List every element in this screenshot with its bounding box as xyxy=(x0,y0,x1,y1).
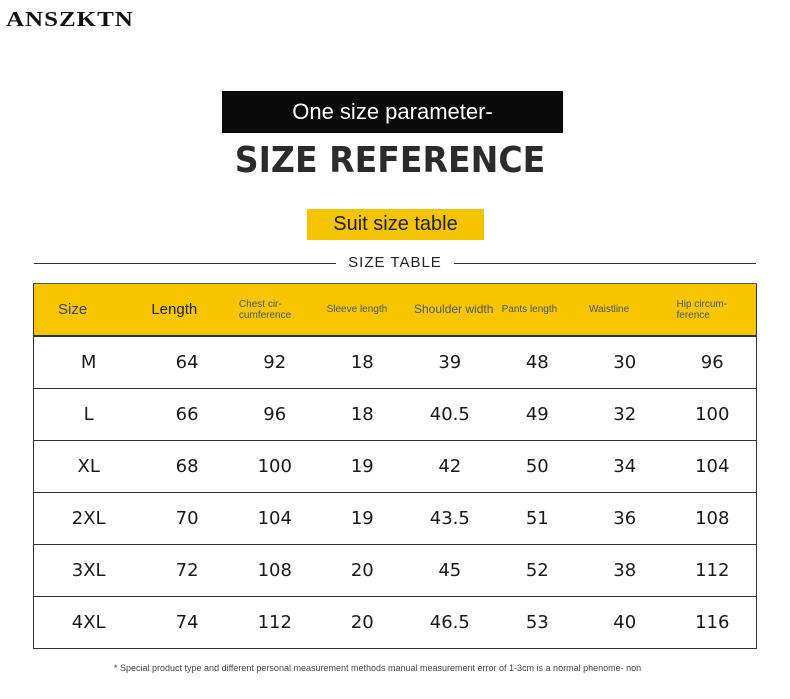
cell-size: 4XL xyxy=(33,596,144,649)
cell-chest: 108 xyxy=(230,544,319,597)
cell-pants: 50 xyxy=(493,440,581,493)
cell-size: L xyxy=(33,388,144,441)
cell-sleeve: 18 xyxy=(318,388,406,441)
table-row: XL 68 100 19 42 50 34 104 xyxy=(33,440,757,493)
header-waist: Waistline xyxy=(580,283,669,336)
cell-shoulder: 45 xyxy=(406,544,494,597)
cell-hip: 116 xyxy=(668,596,757,649)
table-row: 4XL 74 112 20 46.5 53 40 116 xyxy=(33,596,757,649)
cell-pants: 49 xyxy=(493,388,581,441)
banner-title: One size parameter- xyxy=(222,91,563,133)
brand-logo: ANSZKTN xyxy=(6,8,134,31)
cell-waist: 40 xyxy=(580,596,669,649)
cell-sleeve: 20 xyxy=(318,596,406,649)
cell-sleeve: 18 xyxy=(318,335,406,389)
cell-chest: 96 xyxy=(230,388,319,441)
table-row: L 66 96 18 40.5 49 32 100 xyxy=(33,388,757,441)
cell-length: 72 xyxy=(143,544,231,597)
cell-length: 64 xyxy=(143,335,231,389)
cell-pants: 52 xyxy=(493,544,581,597)
cell-waist: 30 xyxy=(580,335,669,389)
cell-pants: 53 xyxy=(493,596,581,649)
cell-waist: 32 xyxy=(580,388,669,441)
table-header-row: Size Length Chest cir- cumference Sleeve… xyxy=(33,283,757,336)
cell-hip: 96 xyxy=(668,335,757,389)
cell-length: 68 xyxy=(143,440,231,493)
cell-length: 70 xyxy=(143,492,231,545)
divider-right xyxy=(454,263,756,264)
table-row: M 64 92 18 39 48 30 96 xyxy=(33,335,757,389)
cell-waist: 36 xyxy=(580,492,669,545)
cell-pants: 48 xyxy=(493,335,581,389)
cell-size: 3XL xyxy=(33,544,144,597)
cell-length: 74 xyxy=(143,596,231,649)
header-pants: Pants length xyxy=(493,283,581,336)
cell-chest: 104 xyxy=(230,492,319,545)
table-heading-label: SIZE TABLE xyxy=(348,254,442,271)
cell-chest: 100 xyxy=(230,440,319,493)
cell-hip: 108 xyxy=(668,492,757,545)
cell-waist: 34 xyxy=(580,440,669,493)
header-size: Size xyxy=(33,283,144,336)
cell-chest: 112 xyxy=(230,596,319,649)
cell-shoulder: 40.5 xyxy=(406,388,494,441)
cell-shoulder: 42 xyxy=(406,440,494,493)
header-length: Length xyxy=(143,283,231,336)
header-chest: Chest cir- cumference xyxy=(230,283,319,336)
cell-length: 66 xyxy=(143,388,231,441)
table-heading: SIZE TABLE xyxy=(34,252,756,274)
page-title: SIZE REFERENCE xyxy=(234,140,546,181)
cell-size: 2XL xyxy=(33,492,144,545)
table-row: 3XL 72 108 20 45 52 38 112 xyxy=(33,544,757,597)
cell-sleeve: 20 xyxy=(318,544,406,597)
cell-pants: 51 xyxy=(493,492,581,545)
cell-hip: 112 xyxy=(668,544,757,597)
header-hip: Hip circum- ference xyxy=(668,283,757,336)
cell-sleeve: 19 xyxy=(318,492,406,545)
cell-chest: 92 xyxy=(230,335,319,389)
divider-left xyxy=(34,263,336,264)
cell-waist: 38 xyxy=(580,544,669,597)
header-shoulder: Shoulder width xyxy=(406,283,494,336)
section-tag: Suit size table xyxy=(307,209,484,240)
cell-size: M xyxy=(33,335,144,389)
table-row: 2XL 70 104 19 43.5 51 36 108 xyxy=(33,492,757,545)
footnote: * Special product type and different per… xyxy=(114,663,642,673)
cell-hip: 104 xyxy=(668,440,757,493)
cell-shoulder: 43.5 xyxy=(406,492,494,545)
cell-sleeve: 19 xyxy=(318,440,406,493)
size-table: Size Length Chest cir- cumference Sleeve… xyxy=(33,283,757,649)
cell-size: XL xyxy=(33,440,144,493)
header-sleeve: Sleeve length xyxy=(318,283,406,336)
cell-shoulder: 46.5 xyxy=(406,596,494,649)
cell-hip: 100 xyxy=(668,388,757,441)
cell-shoulder: 39 xyxy=(406,335,494,389)
